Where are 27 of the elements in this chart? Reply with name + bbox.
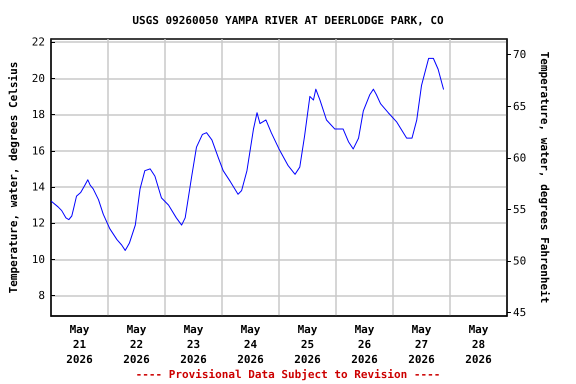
line-series bbox=[51, 58, 444, 251]
y-tick-label: 14 bbox=[32, 180, 46, 194]
y-tick-label: 12 bbox=[32, 216, 45, 230]
y-tick-label: 20 bbox=[32, 72, 45, 85]
x-tick-label: May 26 2026 bbox=[351, 323, 378, 366]
y-axis-title: Temperature, water, degrees Celsius bbox=[7, 62, 20, 294]
y-tick-label: 18 bbox=[32, 108, 45, 122]
x-tick-label: May 22 2026 bbox=[123, 323, 150, 366]
y2-axis-title: Temperature, water, degrees Fahrenheit bbox=[538, 52, 551, 304]
x-tick-label: May 28 2026 bbox=[465, 323, 492, 366]
y2-tick-label: 70 bbox=[513, 48, 526, 62]
y-tick-label: 10 bbox=[32, 252, 45, 266]
y-tick-label: 16 bbox=[32, 144, 45, 158]
y-tick-label: 22 bbox=[32, 36, 45, 49]
x-tick-label: May 25 2026 bbox=[294, 323, 322, 366]
text: ---- Provisional Data Subject to Revision ---- bbox=[136, 368, 440, 381]
y2-tick-label: 45 bbox=[513, 306, 526, 320]
x-tick-label: May 23 2026 bbox=[180, 323, 208, 366]
y2-tick-label: 65 bbox=[513, 100, 526, 113]
chart-title: USGS 09260050 YAMPA RIVER AT DEERLODGE PARK, CO bbox=[132, 14, 444, 27]
x-tick-label: May 21 2026 bbox=[66, 323, 94, 366]
y2-tick-label: 60 bbox=[513, 151, 526, 164]
x-tick-label: May 24 2026 bbox=[237, 323, 264, 366]
y2-tick-label: 50 bbox=[513, 254, 526, 268]
y-tick-label: 8 bbox=[38, 289, 45, 302]
y2-tick-label: 55 bbox=[513, 202, 526, 216]
x-tick-label: May 27 2026 bbox=[408, 323, 436, 366]
